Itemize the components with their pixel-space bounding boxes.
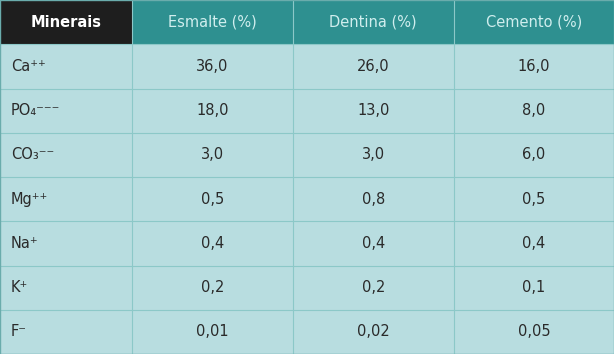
- Bar: [0, 266, 614, 310]
- Text: 36,0: 36,0: [196, 59, 228, 74]
- Text: 6,0: 6,0: [523, 147, 545, 162]
- Text: 0,5: 0,5: [201, 192, 224, 207]
- Bar: [0, 177, 614, 221]
- Text: 0,5: 0,5: [523, 192, 545, 207]
- Bar: [293, 0, 454, 44]
- Text: 0,02: 0,02: [357, 324, 390, 339]
- Bar: [454, 0, 614, 44]
- Text: Cemento (%): Cemento (%): [486, 15, 582, 30]
- Text: Na⁺: Na⁺: [11, 236, 39, 251]
- Text: Esmalte (%): Esmalte (%): [168, 15, 257, 30]
- Text: Dentina (%): Dentina (%): [330, 15, 417, 30]
- Text: 0,8: 0,8: [362, 192, 385, 207]
- Text: Ca⁺⁺: Ca⁺⁺: [11, 59, 46, 74]
- Text: 0,2: 0,2: [201, 280, 224, 295]
- Text: 3,0: 3,0: [362, 147, 385, 162]
- Text: 0,01: 0,01: [196, 324, 229, 339]
- Text: CO₃⁻⁻: CO₃⁻⁻: [11, 147, 54, 162]
- Text: 0,1: 0,1: [523, 280, 545, 295]
- Text: 18,0: 18,0: [196, 103, 228, 118]
- Text: 0,4: 0,4: [201, 236, 224, 251]
- Text: F⁻: F⁻: [11, 324, 27, 339]
- Bar: [0, 221, 614, 266]
- Text: 3,0: 3,0: [201, 147, 224, 162]
- Text: 13,0: 13,0: [357, 103, 389, 118]
- Text: 0,4: 0,4: [362, 236, 385, 251]
- Text: 0,05: 0,05: [518, 324, 550, 339]
- Bar: [0, 133, 614, 177]
- Text: Mg⁺⁺: Mg⁺⁺: [11, 192, 49, 207]
- Text: K⁺: K⁺: [11, 280, 28, 295]
- Text: 16,0: 16,0: [518, 59, 550, 74]
- Bar: [0, 0, 132, 44]
- Text: 0,2: 0,2: [362, 280, 385, 295]
- Text: 26,0: 26,0: [357, 59, 390, 74]
- Bar: [0, 44, 614, 88]
- Text: Minerais: Minerais: [31, 15, 101, 30]
- Text: 8,0: 8,0: [523, 103, 545, 118]
- Bar: [0, 88, 614, 133]
- Text: PO₄⁻⁻⁻: PO₄⁻⁻⁻: [11, 103, 60, 118]
- Bar: [132, 0, 293, 44]
- Bar: [0, 310, 614, 354]
- Text: 0,4: 0,4: [523, 236, 545, 251]
